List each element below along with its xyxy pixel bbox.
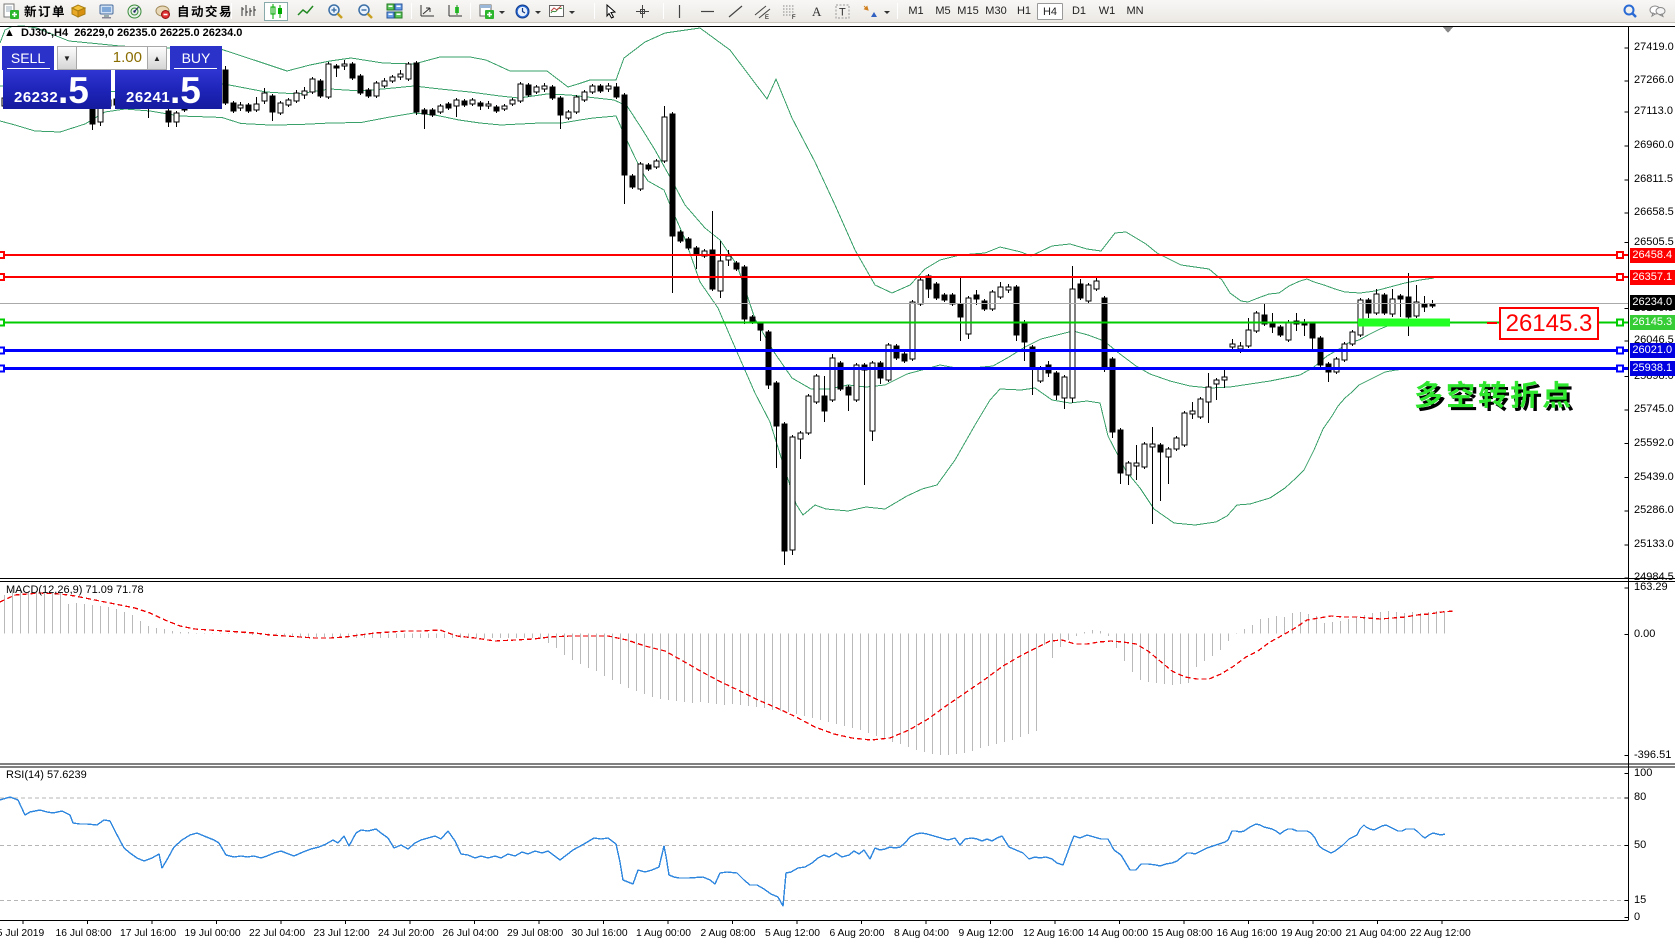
svg-text:A: A	[812, 4, 822, 19]
svg-text:E: E	[765, 15, 769, 20]
svg-text:T: T	[839, 7, 846, 19]
svg-text:F: F	[792, 15, 796, 20]
